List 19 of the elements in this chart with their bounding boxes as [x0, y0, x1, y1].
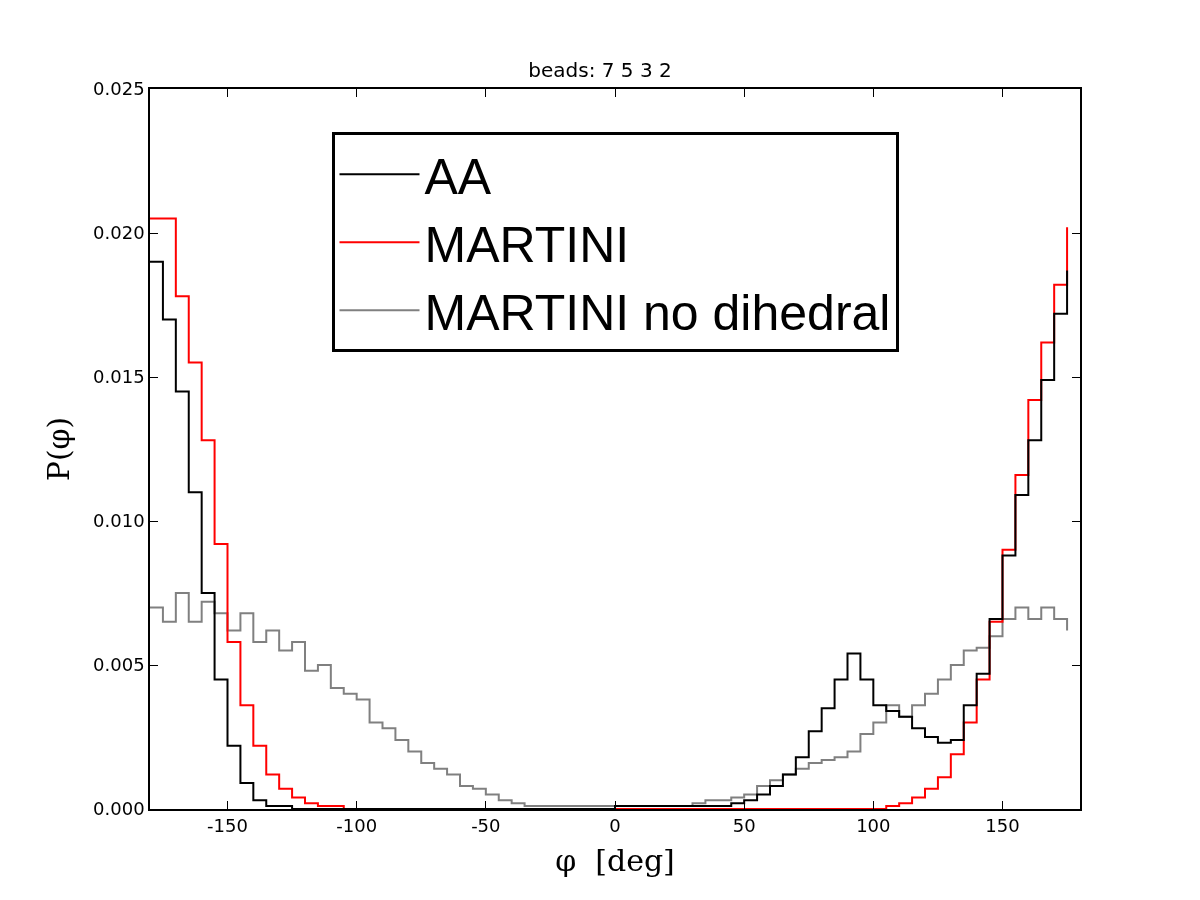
- x-tick-label: -100: [336, 815, 378, 837]
- y-tick-label: 0.025: [93, 78, 145, 100]
- y-tick-label: 0.010: [93, 510, 145, 532]
- y-axis-title: P(φ): [40, 416, 76, 482]
- x-tick-label: 100: [856, 815, 891, 837]
- x-tick-label: -150: [207, 815, 248, 837]
- x-tick-label: 0: [609, 815, 621, 837]
- legend-label: MARTINI: [424, 216, 630, 273]
- y-tick-label: 0.005: [93, 654, 145, 676]
- x-axis-title: φ [deg]: [555, 843, 675, 879]
- x-tick-label: -50: [471, 815, 501, 837]
- legend-label: AA: [424, 148, 492, 205]
- y-tick-label: 0.000: [93, 798, 145, 820]
- chart-title: beads: 7 5 3 2: [528, 57, 672, 82]
- y-tick-label: 0.015: [93, 366, 145, 388]
- x-tick-label: 50: [732, 815, 756, 837]
- x-tick-label: 150: [985, 815, 1020, 837]
- legend-label: MARTINI no dihedral: [424, 284, 891, 341]
- y-tick-label: 0.020: [93, 222, 145, 244]
